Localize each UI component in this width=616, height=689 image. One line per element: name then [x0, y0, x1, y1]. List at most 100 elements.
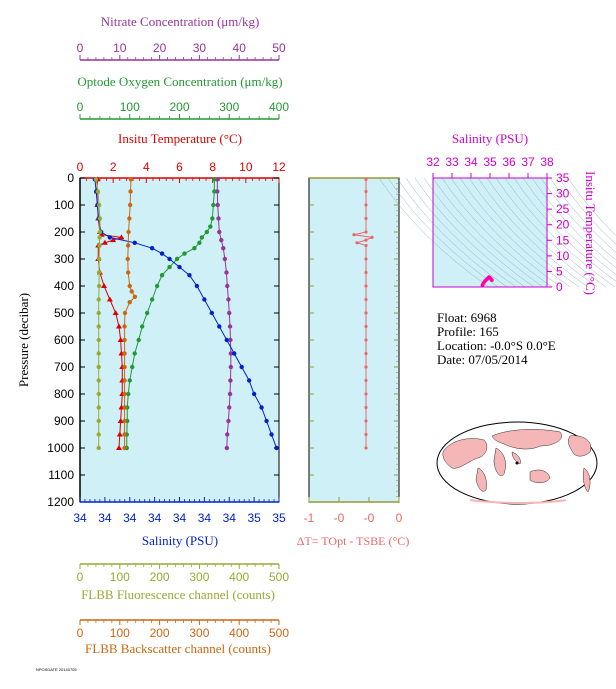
nitrate-point [228, 364, 234, 370]
oxygen-axis: 0 100 200 300 400 [77, 100, 289, 120]
salinity-point [187, 273, 192, 278]
temperature-axis: 0 2 4 6 8 10 12 [77, 160, 286, 183]
delta-t-point [364, 365, 368, 369]
salinity-point [202, 297, 207, 302]
pressure-tick-label: 0 [67, 171, 74, 185]
fluorescence-point [96, 391, 101, 397]
fluorescence-tick-label: 200 [150, 570, 170, 584]
backscatter-point [122, 445, 127, 451]
fluorescence-axis: 0 100 200 300 400 500 [77, 563, 289, 584]
salinity-point [159, 251, 165, 256]
delta-t-point [364, 177, 368, 181]
float-position-marker [515, 461, 519, 465]
float-id: Float: 6968 [437, 310, 497, 325]
delta-t-point [364, 238, 368, 242]
salinity-point [209, 310, 215, 316]
backscatter-point [132, 294, 138, 299]
backscatter-series [122, 177, 138, 451]
salinity-point [167, 256, 172, 262]
profile-number: Profile: 165 [437, 324, 499, 339]
oxygen-point [126, 391, 131, 397]
backscatter-point [125, 243, 131, 248]
fluorescence-point [93, 177, 99, 182]
salinity-point [259, 405, 264, 410]
backscatter-point [127, 283, 132, 289]
salinity-tick-label: 34 [173, 511, 187, 525]
temperature-point [115, 445, 122, 450]
salinity-tick-label: 34 [73, 511, 87, 525]
salinity-point [132, 240, 137, 245]
ts-salinity-axis-title: Salinity (PSU) [452, 131, 528, 146]
salinity-axis: 34 34 34 34 34 34 34 35 35 [73, 497, 286, 525]
salinity-point [149, 246, 155, 251]
oxygen-point [167, 264, 172, 270]
ts-salinity-tick-label: 37 [521, 155, 535, 169]
nitrate-tick-label: 10 [113, 41, 127, 55]
backscatter-point [122, 405, 127, 410]
oxygen-point [149, 297, 155, 302]
salinity-tick-label: 34 [223, 511, 237, 525]
oxygen-point [211, 202, 216, 208]
ts-temperature-tick-label: 35 [556, 171, 570, 185]
nitrate-point [228, 378, 233, 383]
temperature-point [110, 237, 117, 243]
delta-t-series [352, 177, 374, 450]
delta-t-point [364, 270, 368, 275]
backscatter-point [125, 270, 131, 275]
delta-t-point [364, 230, 368, 234]
salinity-point [217, 324, 222, 329]
delta-t-point [364, 257, 368, 261]
world-map [436, 421, 598, 505]
delta-t-point [355, 241, 359, 245]
temperature-point [118, 234, 125, 240]
salinity-point [264, 418, 269, 424]
backscatter-point [128, 189, 133, 194]
fluorescence-point [96, 297, 101, 302]
oxygen-point [174, 256, 180, 262]
oxygen-tick-label: 400 [269, 100, 289, 114]
nitrate-point [224, 445, 230, 451]
footer-text: NPOSDATE 20140705 [36, 667, 77, 672]
pressure-tick-label: 400 [54, 279, 74, 293]
delta-t-tick-label: -1 [304, 511, 315, 525]
nitrate-point [227, 324, 233, 329]
oxygen-point [127, 378, 132, 383]
fluorescence-point [96, 324, 101, 329]
delta-t-point [364, 446, 368, 450]
oxygen-point [197, 240, 202, 245]
oxygen-point [212, 189, 217, 194]
oxygen-point [199, 235, 205, 240]
delta-t-tick-label: -0 [334, 511, 345, 525]
delta-t-point [364, 189, 368, 194]
temperature-point [115, 323, 122, 329]
fluorescence-point [96, 256, 102, 262]
temperature-point [117, 337, 124, 342]
oxygen-point [210, 216, 215, 221]
delta-t-point [364, 432, 368, 437]
ts-salinity-tick-label: 33 [445, 155, 459, 169]
ts-salinity-tick-label: 35 [483, 155, 497, 169]
delta-t-point [364, 378, 368, 383]
fluorescence-point [96, 405, 101, 410]
fluorescence-tick-label: 500 [269, 570, 289, 584]
nitrate-point [228, 337, 233, 343]
ts-temperature-tick-label: 20 [556, 218, 570, 232]
ts-temperature-tick-label: 10 [556, 249, 570, 263]
oxygen-point [154, 283, 160, 289]
fluorescence-tick-label: 400 [229, 570, 249, 584]
delta-t-point [364, 203, 368, 207]
backscatter-axis-title: FLBB Backscatter channel (counts) [85, 641, 271, 656]
profile-series [92, 176, 279, 451]
fluorescence-point [96, 432, 101, 437]
backscatter-point [127, 216, 132, 221]
ts-salinity-tick-label: 36 [502, 155, 516, 169]
nitrate-point [227, 391, 233, 397]
nitrate-point [225, 283, 230, 289]
oxygen-tick-label: 100 [120, 100, 140, 114]
backscatter-point [122, 378, 127, 383]
delta-t-tick-label: -0 [364, 511, 375, 525]
oxygen-axis-title: Optode Oxygen Concentration (μm/kg) [77, 74, 282, 89]
nitrate-point [216, 216, 221, 221]
temperature-point [117, 418, 124, 423]
